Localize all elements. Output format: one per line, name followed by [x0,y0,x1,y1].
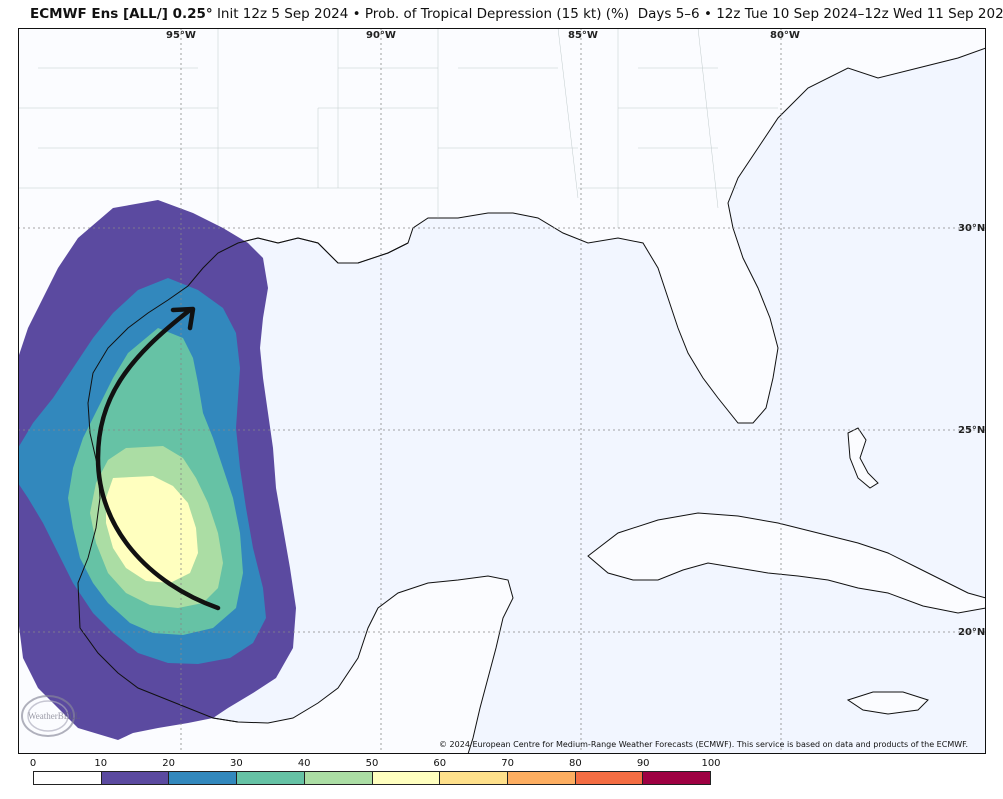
colorbar-tick-40: 40 [297,758,311,769]
colorbar-segment-0 [34,772,101,784]
lon-label-95w: 95°W [166,30,196,41]
copyright-notice: © 2024 European Centre for Medium-Range … [439,740,968,749]
colorbar-tick-30: 30 [230,758,243,769]
title-bullet-2: • [703,6,712,22]
title-days: Days 5–6 [637,6,700,22]
title-model: ECMWF Ens [ALL/] 0.25 [30,6,206,22]
lat-label-25n: 25°N [958,425,985,436]
colorbar-tick-80: 80 [569,758,582,769]
lon-label-80w: 80°W [770,30,800,41]
map-frame [18,28,986,754]
colorbar-segment-70 [506,772,575,784]
weatherbell-logo: WeatherBELL [21,695,80,737]
colorbar-tick-10: 10 [94,758,108,769]
map-title: ECMWF Ens [ALL/] 0.25° Init 12z 5 Sep 20… [30,6,1003,22]
contour-50 [106,476,198,583]
title-degree: ° [205,6,213,22]
bahamas-islands [847,427,879,489]
lon-label-85w: 85°W [568,30,598,41]
colorbar-tick-70: 70 [501,758,514,769]
colorbar-tick-100: 100 [701,758,721,769]
graticule [18,28,986,754]
map-canvas: 95°W 90°W 85°W 80°W 30°N 25°N 20°N [18,28,986,754]
lat-label-30n: 30°N [958,223,985,234]
colorbar-tick-50: 50 [365,758,379,769]
coastline [77,237,409,723]
colorbar [33,771,711,785]
colorbar-tick-90: 90 [636,758,650,769]
title-init: Init 12z 5 Sep 2024 [216,6,349,22]
colorbar-segment-80 [574,772,643,784]
lat-label-20n: 20°N [958,627,985,638]
arrow-shaft [95,307,221,611]
track-arrow-annotation [95,306,221,611]
map-panel: 95°W 90°W 85°W 80°W 30°N 25°N 20°N [18,28,986,754]
title-valid: 12z Tue 10 Sep 2024–12z Wed 11 Sep 2024 [716,6,1003,22]
title-field: Prob. of Tropical Depression (15 kt) (%) [364,6,630,22]
title-bar: ECMWF Ens [ALL/] 0.25° Init 12z 5 Sep 20… [0,0,1003,28]
probability-contours [18,200,296,740]
arrow-head [170,306,196,331]
colorbar-segment-40 [303,772,372,784]
colorbar-segment-90 [642,772,711,784]
colorbar-segment-10 [100,772,169,784]
logo-text: WeatherBELL [28,711,80,721]
colorbar-tick-20: 20 [162,758,175,769]
county-borders [18,28,778,228]
colorbar-segment-60 [439,772,507,784]
colorbar-tick-0: 0 [29,758,37,769]
colorbar-segment-30 [236,772,304,784]
jamaica-island [846,691,929,715]
colorbar-segment-20 [168,772,237,784]
title-bullet-1: • [352,6,361,22]
lon-label-90w: 90°W [366,30,396,41]
colorbar-tick-60: 60 [433,758,447,769]
cuba-island [587,512,986,614]
colorbar-segment-50 [371,772,440,784]
